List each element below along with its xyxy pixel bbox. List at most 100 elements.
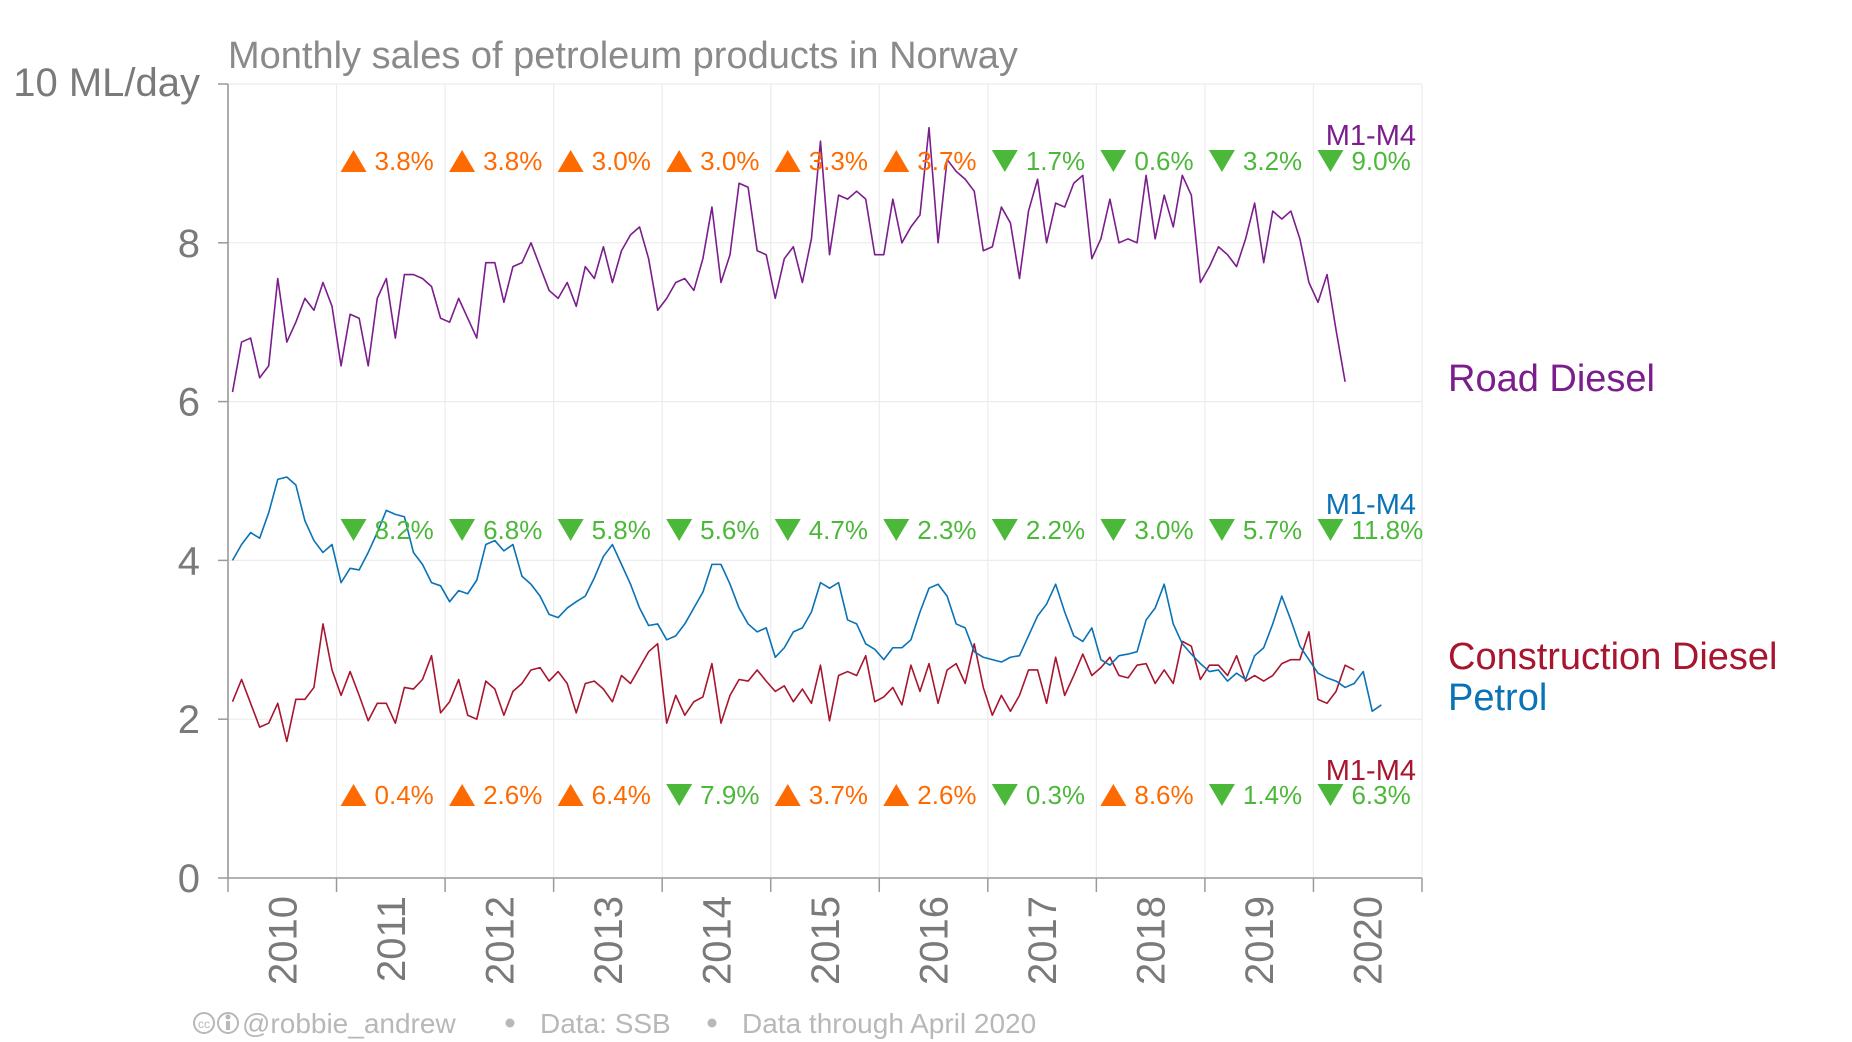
- annotation-percent: 3.8%: [375, 146, 434, 176]
- down-triangle-icon: [666, 784, 693, 806]
- annotation-percent: 6.4%: [592, 780, 651, 810]
- y-tick-label: 4: [178, 539, 200, 583]
- separator-dot: [707, 1018, 717, 1028]
- series-label: Construction Diesel: [1448, 636, 1777, 678]
- up-triangle-icon: [1100, 784, 1127, 806]
- annotation-percent: 9.0%: [1351, 146, 1410, 176]
- down-triangle-icon: [774, 519, 801, 541]
- annotations: M1-M4 3.8% 3.8% 3.0% 3.0% 3.3% 3.7% 1.7% 0.6% 3.2…: [340, 120, 1423, 810]
- annotation-percent: 1.7%: [1026, 146, 1085, 176]
- series-label: Petrol: [1448, 677, 1547, 719]
- x-tick-label: 2019: [1238, 896, 1282, 985]
- annotation-percent: 3.2%: [1243, 146, 1302, 176]
- y-tick-label: 6: [178, 381, 200, 425]
- annotation-percent: 5.8%: [592, 515, 651, 545]
- x-tick-label: 2016: [913, 896, 957, 985]
- series-lines: [231, 126, 1382, 743]
- m1-m4-label: M1-M4: [1326, 489, 1416, 521]
- annotation-percent: 3.7%: [917, 146, 976, 176]
- down-triangle-icon: [1208, 519, 1235, 541]
- credits-source: Data: SSB: [540, 1008, 671, 1039]
- down-triangle-icon: [991, 150, 1018, 172]
- annotation-percent: 0.6%: [1134, 146, 1193, 176]
- credits: cc @robbie_andrew Data: SSB Data through…: [193, 1008, 1036, 1039]
- series-line: [231, 476, 1382, 713]
- down-triangle-icon: [1208, 150, 1235, 172]
- annotation-percent: 2.2%: [1026, 515, 1085, 545]
- separator-dot: [505, 1018, 515, 1028]
- annotation-percent: 3.3%: [809, 146, 868, 176]
- annotation-percent: 3.7%: [809, 780, 868, 810]
- annotation-percent: 0.3%: [1026, 780, 1085, 810]
- down-triangle-icon: [991, 784, 1018, 806]
- up-triangle-icon: [340, 784, 367, 806]
- x-tick-labels: 2010 2011 2012 2013 2014 2015 2016 2017 2018 2019…: [261, 896, 1390, 985]
- up-triangle-icon: [774, 784, 801, 806]
- cc-icon: [193, 1012, 215, 1034]
- x-tick-label: 2018: [1130, 896, 1174, 985]
- up-triangle-icon: [557, 784, 584, 806]
- annotation-percent: 4.7%: [809, 515, 868, 545]
- series-line: [231, 126, 1346, 393]
- x-tick-label: 2013: [587, 896, 631, 985]
- x-tick-label: 2017: [1021, 896, 1065, 985]
- annotation-percent: 2.6%: [917, 780, 976, 810]
- y-tick-labels: 0 2 4 6 8: [178, 222, 200, 901]
- axes: [218, 83, 1423, 892]
- down-triangle-icon: [1317, 784, 1344, 806]
- y-axis-label: 10 ML/day: [13, 61, 200, 105]
- annotation-percent: 1.4%: [1243, 780, 1302, 810]
- annotation-percent: 3.0%: [592, 146, 651, 176]
- down-triangle-icon: [666, 519, 693, 541]
- credits-through: Data through April 2020: [742, 1008, 1036, 1039]
- x-tick-label: 2012: [478, 896, 522, 985]
- down-triangle-icon: [1100, 150, 1127, 172]
- up-triangle-icon: [774, 150, 801, 172]
- annotation-percent: 6.8%: [483, 515, 542, 545]
- annotation-percent: 3.0%: [700, 146, 759, 176]
- annotation-percent: 0.4%: [375, 780, 434, 810]
- down-triangle-icon: [1317, 150, 1344, 172]
- down-triangle-icon: [1100, 519, 1127, 541]
- x-tick-label: 2011: [370, 896, 414, 982]
- y-tick-label: 0: [178, 857, 200, 901]
- y-tick-label: 2: [178, 698, 200, 742]
- down-triangle-icon: [340, 519, 367, 541]
- m1-m4-label: M1-M4: [1326, 120, 1416, 152]
- down-triangle-icon: [991, 519, 1018, 541]
- series-line: [231, 623, 1355, 743]
- series-label: Road Diesel: [1448, 358, 1655, 400]
- annotation-percent: 5.7%: [1243, 515, 1302, 545]
- x-tick-label: 2010: [261, 896, 305, 985]
- annotation-percent: 6.3%: [1351, 780, 1410, 810]
- up-triangle-icon: [557, 150, 584, 172]
- chart-title: Monthly sales of petroleum products in N…: [228, 35, 1018, 77]
- x-tick-label: 2014: [695, 896, 739, 985]
- up-triangle-icon: [883, 784, 910, 806]
- annotation-percent: 8.2%: [375, 515, 434, 545]
- annotation-percent: 3.8%: [483, 146, 542, 176]
- annotation-percent: 2.6%: [483, 780, 542, 810]
- attribution-icon: [217, 1012, 239, 1034]
- down-triangle-icon: [557, 519, 584, 541]
- up-triangle-icon: [883, 150, 910, 172]
- up-triangle-icon: [449, 784, 476, 806]
- down-triangle-icon: [883, 519, 910, 541]
- annotation-percent: 2.3%: [917, 515, 976, 545]
- up-triangle-icon: [449, 150, 476, 172]
- annotation-percent: 3.0%: [1134, 515, 1193, 545]
- annotation-percent: 11.8%: [1351, 515, 1423, 545]
- annotation-percent: 5.6%: [700, 515, 759, 545]
- svg-text:cc: cc: [198, 1017, 210, 1031]
- annotation-percent: 8.6%: [1134, 780, 1193, 810]
- x-tick-label: 2020: [1347, 896, 1391, 985]
- down-triangle-icon: [449, 519, 476, 541]
- up-triangle-icon: [340, 150, 367, 172]
- y-tick-label: 8: [178, 222, 200, 266]
- x-tick-label: 2015: [804, 896, 848, 985]
- grid-lines: [227, 83, 1423, 879]
- down-triangle-icon: [1317, 519, 1344, 541]
- up-triangle-icon: [666, 150, 693, 172]
